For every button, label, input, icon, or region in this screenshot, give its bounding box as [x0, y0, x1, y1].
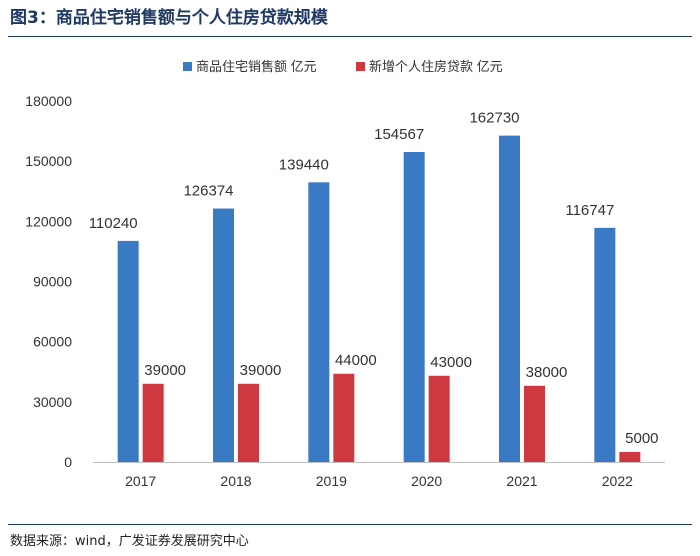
- bar-s1-2018: [213, 208, 234, 462]
- data-label-s1-2022: 116747: [565, 202, 614, 219]
- legend-label-1: 商品住宅销售额 亿元: [196, 59, 317, 74]
- data-label-s1-2020: 154567: [374, 126, 424, 143]
- data-label-s2-2020: 43000: [430, 354, 472, 371]
- bar-s2-2020: [428, 375, 450, 462]
- x-tick-label-2019: 2019: [316, 473, 347, 489]
- bar-chart: 0 30000 60000 90000 120000 150000 180000 2017 11…: [25, 59, 665, 489]
- data-label-s1-2019: 139440: [279, 156, 329, 173]
- y-tick-label-5: 150000: [25, 153, 72, 169]
- bar-s1-2022: [594, 227, 616, 462]
- bar-s2-2017: [142, 383, 164, 462]
- bar-s2-2022: [619, 451, 641, 462]
- data-label-s1-2018: 126374: [183, 183, 233, 200]
- y-tick-label-6: 180000: [25, 93, 72, 109]
- y-tick-label-1: 30000: [33, 394, 72, 410]
- legend-label-2: 新增个人住房贷款 亿元: [369, 59, 503, 74]
- x-tick-label-2020: 2020: [411, 473, 442, 489]
- x-tick-label-2018: 2018: [220, 473, 251, 489]
- footer-rule: [8, 524, 692, 525]
- data-label-s2-2017: 39000: [144, 362, 186, 379]
- data-label-s2-2022: 5000: [625, 430, 658, 447]
- x-tick-label-2022: 2022: [602, 473, 633, 489]
- x-tick-label-2017: 2017: [125, 473, 156, 489]
- figure-title: 图3：商品住宅销售额与个人住房贷款规模: [10, 8, 328, 28]
- data-label-s2-2018: 39000: [240, 362, 282, 379]
- legend-swatch-1: [183, 62, 192, 71]
- data-label-s2-2019: 44000: [335, 352, 377, 369]
- legend-swatch-2: [356, 62, 365, 71]
- y-tick-label-4: 120000: [25, 213, 72, 229]
- bar-s2-2019: [333, 373, 355, 462]
- source-note: 数据来源：wind，广发证券发展研究中心: [10, 534, 249, 549]
- bar-s1-2020: [403, 152, 425, 462]
- bar-s2-2021: [524, 385, 545, 462]
- data-label-s1-2021: 162730: [469, 110, 519, 127]
- y-tick-label-3: 90000: [33, 274, 72, 290]
- bar-s1-2019: [308, 182, 330, 462]
- data-label-s2-2021: 38000: [526, 364, 568, 381]
- data-label-s1-2017: 110240: [89, 215, 138, 232]
- x-tick-label-2021: 2021: [506, 473, 537, 489]
- bar-s1-2017: [117, 240, 139, 462]
- y-tick-label-0: 0: [64, 454, 72, 470]
- bar-s2-2018: [238, 383, 259, 462]
- y-tick-label-2: 60000: [33, 334, 72, 350]
- title-rule: [8, 36, 692, 37]
- bar-s1-2021: [499, 135, 520, 463]
